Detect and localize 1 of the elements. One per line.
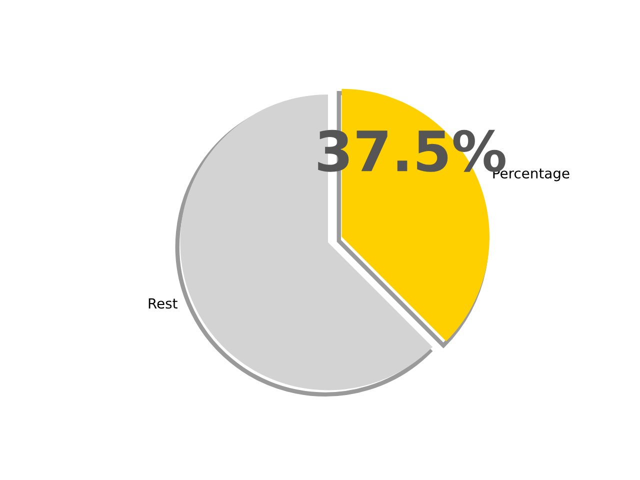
slice-label: Rest xyxy=(148,298,178,309)
